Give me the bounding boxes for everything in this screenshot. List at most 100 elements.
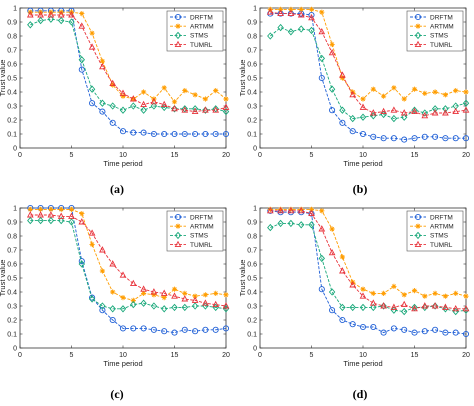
data-point (400, 109, 408, 116)
data-point (78, 218, 86, 225)
x-tick-label: 20 (222, 352, 230, 359)
data-point (463, 293, 469, 299)
data-point (390, 106, 398, 113)
legend-marker (414, 240, 422, 248)
data-point (150, 326, 157, 333)
data-point (267, 223, 274, 232)
data-point (390, 135, 397, 142)
data-point (277, 9, 284, 17)
data-point (442, 105, 449, 113)
x-tick-label: 10 (359, 352, 367, 359)
data-point (349, 321, 356, 328)
data-point (318, 54, 325, 63)
data-point (191, 107, 199, 115)
data-point (58, 206, 64, 212)
data-point (130, 297, 136, 303)
data-point (192, 328, 199, 335)
data-point (109, 260, 117, 267)
data-point (463, 89, 469, 95)
data-point (308, 13, 315, 21)
data-point (380, 107, 387, 115)
series-artmm (267, 206, 469, 299)
y-tick-label: 0 (253, 345, 257, 352)
legend-label: TUMRL (430, 42, 453, 49)
data-point (349, 128, 356, 135)
data-point (140, 285, 147, 292)
data-point (339, 316, 346, 324)
data-point (89, 30, 95, 36)
legend-label: TUMRL (430, 242, 453, 249)
legend-marker (174, 13, 182, 21)
data-point (308, 206, 315, 212)
data-point (26, 211, 34, 218)
data-point (110, 82, 116, 88)
data-point (401, 136, 408, 143)
data-point (99, 302, 106, 310)
data-point (161, 305, 168, 313)
data-point (329, 41, 335, 47)
legend-box (406, 10, 464, 52)
data-point (27, 206, 33, 212)
legend-marker (414, 40, 422, 48)
series-line (30, 18, 227, 113)
legend-label: STMS (190, 33, 209, 40)
data-point (88, 229, 96, 236)
data-point (89, 100, 96, 107)
data-point (277, 206, 284, 214)
data-point (452, 107, 460, 115)
data-point (267, 206, 273, 212)
data-point (99, 99, 106, 107)
legend-marker (415, 23, 421, 29)
y-tick-label: 0.4 (247, 289, 257, 296)
data-point (318, 74, 325, 82)
data-point (391, 85, 397, 91)
x-tick-label: 15 (411, 152, 419, 159)
x-axis-label: Time period (343, 159, 382, 168)
data-point (380, 135, 387, 142)
data-point (339, 106, 346, 114)
y-tick-label: 0.6 (7, 261, 17, 268)
series-tumrl (26, 11, 230, 115)
data-point (329, 107, 336, 114)
data-point (130, 325, 137, 332)
data-point (222, 325, 230, 332)
data-point (432, 290, 438, 296)
y-tick-label: 0.6 (247, 261, 257, 268)
data-point (400, 300, 408, 308)
data-point (68, 18, 75, 26)
y-axis-label: Trust value (238, 60, 247, 97)
y-tick-label: 0.4 (7, 89, 17, 96)
panel-caption: (d) (353, 387, 368, 401)
data-point (462, 135, 470, 142)
y-axis-label: Trust value (0, 260, 7, 297)
data-point (47, 15, 55, 23)
data-point (359, 113, 367, 121)
data-point (266, 8, 274, 15)
x-tick-label: 0 (258, 352, 262, 359)
data-point (99, 268, 105, 274)
y-tick-label: 1 (253, 5, 257, 12)
x-tick-label: 0 (18, 152, 22, 159)
y-tick-label: 0.1 (7, 131, 17, 138)
legend-marker (174, 240, 182, 248)
x-tick-label: 20 (462, 152, 470, 159)
data-point (88, 85, 96, 93)
legend-label: DRFTM (430, 14, 453, 21)
y-tick-label: 0 (13, 145, 17, 152)
data-point (120, 93, 126, 99)
data-point (213, 88, 219, 94)
data-point (109, 79, 117, 87)
data-point (360, 286, 366, 292)
data-point (442, 92, 448, 98)
data-point (349, 90, 357, 98)
y-tick-label: 0.7 (7, 247, 17, 254)
data-point (181, 303, 188, 312)
legend-label: TUMRL (190, 42, 213, 49)
legend-marker (174, 231, 182, 240)
data-point (78, 56, 85, 64)
data-point (119, 325, 127, 332)
data-point (432, 326, 439, 333)
data-point (421, 133, 428, 140)
y-tick-label: 1 (253, 205, 257, 212)
